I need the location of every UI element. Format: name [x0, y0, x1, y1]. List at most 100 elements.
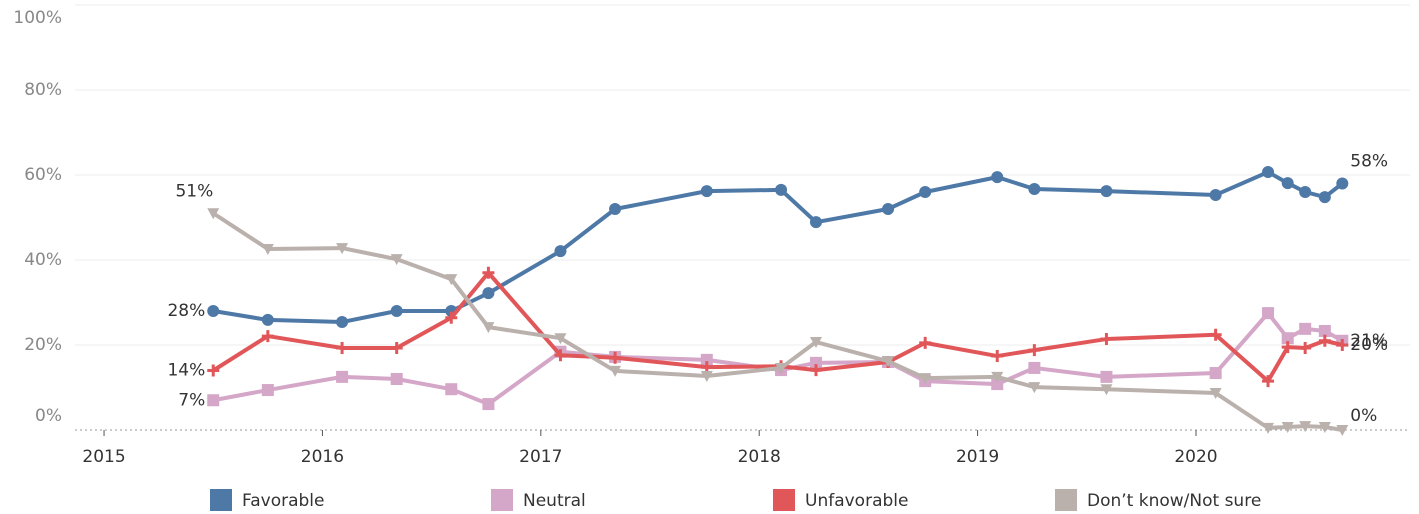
point	[1028, 361, 1041, 374]
point	[1100, 333, 1113, 346]
series-line	[212, 211, 1343, 432]
point	[1262, 307, 1275, 320]
point	[207, 208, 220, 220]
series-line	[212, 311, 1344, 407]
x-tick-label: 2018	[738, 447, 781, 467]
point	[482, 398, 495, 411]
point	[1318, 334, 1331, 347]
point	[1028, 183, 1041, 196]
series-line	[212, 170, 1344, 325]
point	[336, 370, 349, 383]
legend-label: Unfavorable	[805, 491, 908, 511]
point	[919, 186, 932, 198]
point	[336, 341, 349, 354]
y-tick-label: 60%	[24, 165, 62, 185]
data-label: 28%	[167, 301, 205, 321]
point	[482, 287, 495, 300]
point	[1299, 322, 1312, 335]
point	[1318, 191, 1331, 204]
point	[609, 351, 622, 364]
data-label: 0%	[1350, 406, 1377, 426]
point	[390, 254, 403, 266]
point	[336, 316, 349, 329]
point	[1209, 388, 1222, 400]
point	[1028, 344, 1041, 357]
point	[1028, 382, 1041, 394]
point	[1299, 186, 1312, 198]
point	[554, 245, 567, 258]
point	[1281, 341, 1294, 354]
data-label: 21%	[1350, 331, 1388, 351]
point	[207, 394, 220, 407]
point	[554, 333, 567, 345]
point	[1209, 328, 1222, 341]
point	[882, 356, 895, 368]
legend-label: Don’t know/Not sure	[1087, 491, 1261, 511]
point	[207, 364, 220, 377]
point	[609, 365, 622, 377]
point	[609, 203, 622, 215]
y-tick-label: 20%	[24, 335, 62, 355]
point	[1336, 339, 1349, 351]
point	[991, 171, 1004, 184]
point	[775, 362, 788, 374]
point	[991, 350, 1004, 363]
series-line	[212, 270, 1343, 384]
point	[1209, 188, 1222, 201]
point	[882, 203, 895, 215]
point	[1262, 422, 1275, 434]
point	[991, 378, 1004, 391]
point	[700, 353, 713, 366]
point	[390, 341, 403, 354]
point	[700, 185, 713, 198]
point	[261, 313, 274, 326]
x-tick-label: 2017	[519, 447, 562, 467]
data-label: 7%	[178, 390, 205, 410]
point	[1299, 341, 1312, 354]
point	[991, 371, 1004, 383]
point	[700, 371, 713, 383]
point	[482, 266, 495, 279]
y-tick-label: 40%	[24, 250, 62, 270]
point	[809, 356, 822, 369]
point	[1100, 370, 1113, 383]
point	[1100, 384, 1113, 396]
point	[390, 305, 403, 317]
point	[1318, 422, 1331, 434]
data-label: 20%	[1350, 335, 1388, 355]
point	[1281, 177, 1294, 190]
point	[919, 336, 932, 349]
x-tick-label: 2019	[956, 447, 999, 467]
point	[1100, 185, 1113, 198]
legend-label: Favorable	[242, 491, 324, 511]
point	[1336, 177, 1349, 190]
y-tick-label: 80%	[24, 80, 62, 100]
point	[1262, 166, 1275, 179]
point	[482, 322, 495, 334]
point	[261, 384, 274, 397]
legend-swatch	[773, 489, 795, 511]
legend-swatch	[210, 489, 232, 511]
legend-swatch	[491, 489, 513, 511]
point	[1336, 425, 1349, 436]
legend-swatch	[1055, 489, 1077, 511]
point	[207, 305, 220, 317]
point	[554, 349, 567, 362]
data-label: 58%	[1350, 152, 1388, 172]
data-label: 51%	[175, 181, 213, 201]
point	[261, 330, 274, 343]
point	[1318, 324, 1331, 337]
x-tick-label: 2020	[1174, 447, 1217, 467]
point	[809, 364, 822, 377]
point	[1262, 375, 1275, 388]
point	[809, 216, 822, 229]
legend-label: Neutral	[523, 491, 586, 511]
point	[1209, 367, 1222, 380]
y-tick-label: 0%	[35, 406, 62, 426]
point	[919, 373, 932, 385]
point	[445, 311, 458, 324]
point	[775, 183, 788, 196]
point	[1299, 421, 1312, 433]
point	[1281, 422, 1294, 434]
